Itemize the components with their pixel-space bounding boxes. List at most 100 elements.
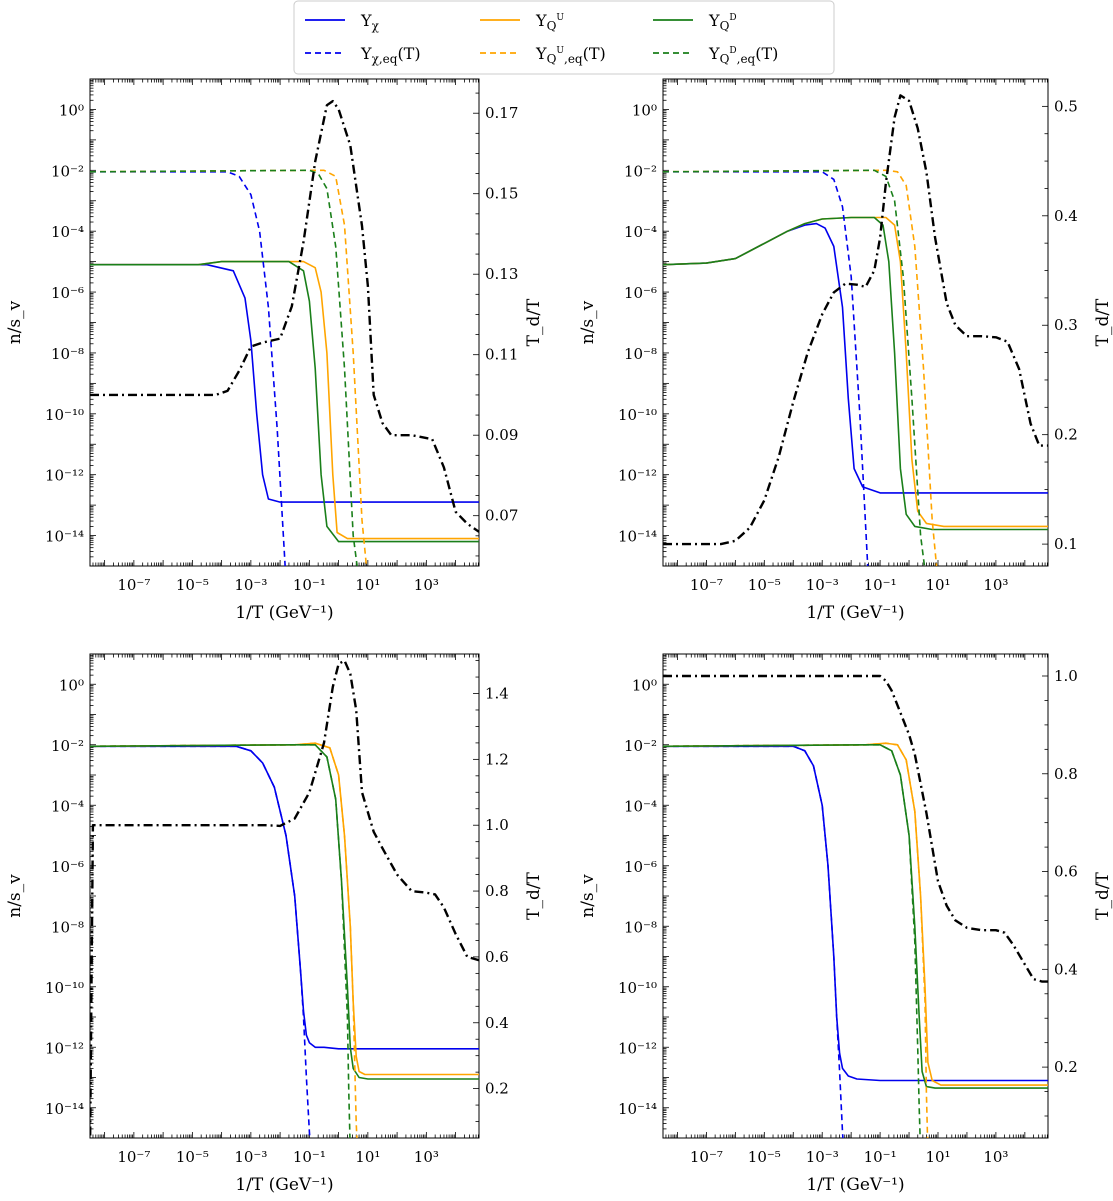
- y-tick-label: 10⁻⁴: [624, 797, 657, 815]
- y2-axis-title: T_d/T: [524, 871, 544, 919]
- y-tick-label: 10⁻¹²: [618, 1039, 657, 1057]
- plot-frame: [89, 653, 480, 1139]
- y-axis-title: n/s_v: [5, 874, 25, 918]
- x-tick-label: 10⁻¹: [864, 1148, 897, 1166]
- y-tick-label: 10⁻¹⁴: [45, 1100, 84, 1118]
- y-tick-label: 10⁻¹⁴: [618, 1100, 657, 1118]
- legend-label: YQD: [708, 11, 737, 33]
- panel-bottom-left: 10⁻⁷ 10⁻⁵ 10⁻³ 10⁻¹ 10¹ 10³ 10⁰ 10⁻² 10⁻⁴ 10⁻⁶ 10⁻…: [5, 653, 544, 1195]
- legend: Yχ YQU YQD Yχ,eq(T) YQU,eq(T) YQD,eq(T): [293, 0, 835, 75]
- y2-tick-label: 0.3: [1054, 316, 1078, 334]
- legend-item: YQD,eq(T): [653, 44, 778, 66]
- legend-item: YQU,eq(T): [480, 44, 606, 66]
- y-tick-label: 10⁻⁶: [51, 284, 84, 302]
- plot-frame: [662, 653, 1049, 1139]
- y2-tick-label: 0.17: [485, 104, 518, 122]
- y-tick-label: 10⁻⁸: [51, 918, 84, 936]
- x-axis-title: 1/T (GeV⁻¹): [235, 1175, 333, 1195]
- x-tick-label: 10⁻⁷: [117, 576, 150, 594]
- y2-tick-label: 0.8: [1054, 765, 1078, 783]
- legend-item: Yχ: [305, 11, 380, 33]
- x-tick-label: 10⁻¹: [293, 576, 326, 594]
- y2-tick-label: 0.09: [485, 426, 518, 444]
- legend-box: [293, 0, 835, 75]
- series-chi-eq-line: [90, 745, 311, 1138]
- panel-bottom-right: 10⁻⁷ 10⁻⁵ 10⁻³ 10⁻¹ 10¹ 10³ 10⁰ 10⁻² 10⁻⁴ 10⁻⁶ 10⁻…: [578, 653, 1113, 1195]
- y-tick-label: 10⁻¹²: [45, 467, 84, 485]
- plot-frame: [662, 78, 1049, 567]
- y2-tick-label: 0.2: [1054, 426, 1078, 444]
- series-chi-line: [90, 263, 479, 503]
- y-tick-label: 10⁻⁸: [51, 345, 84, 363]
- x-tick-label: 10¹: [355, 576, 380, 594]
- panel-top-right: 10⁻⁷ 10⁻⁵ 10⁻³ 10⁻¹ 10¹ 10³ 10⁰ 10⁻² 10⁻⁴ 10⁻⁶ 10⁻…: [578, 78, 1113, 623]
- x-tick-label: 10⁻³: [806, 1148, 839, 1166]
- y-tick-label: 10⁻⁸: [624, 918, 657, 936]
- x-axis-title: 1/T (GeV⁻¹): [806, 603, 904, 623]
- x-tick-label: 10¹: [925, 1148, 950, 1166]
- y-tick-label: 10⁻⁶: [51, 858, 84, 876]
- x-tick-label: 10⁻⁵: [176, 576, 209, 594]
- x-tick-label: 10¹: [355, 1148, 380, 1166]
- y-tick-label: 10⁻¹⁴: [618, 528, 657, 546]
- y-tick-label: 10⁻⁴: [51, 797, 84, 815]
- y-axis-title: n/s_v: [578, 300, 598, 344]
- x-tick-label: 10⁻³: [234, 1148, 267, 1166]
- x-tick-label: 10³: [414, 576, 439, 594]
- y-axis-title: n/s_v: [578, 874, 598, 918]
- y2-axis-title: T_d/T: [1093, 298, 1113, 346]
- y2-tick-label: 0.07: [485, 507, 518, 525]
- y2-axis-title: T_d/T: [524, 298, 544, 346]
- series-qd-line: [90, 260, 479, 543]
- legend-label: YQU,eq(T): [535, 44, 606, 66]
- y-tick-label: 10⁻¹⁰: [45, 406, 84, 424]
- series-ratio-line: [90, 659, 479, 1138]
- y-axis-title: n/s_v: [5, 300, 25, 344]
- x-tick-label: 10⁻⁵: [748, 1148, 781, 1166]
- x-tick-label: 10⁻⁷: [690, 576, 723, 594]
- series-chi-eq-line: [663, 171, 869, 566]
- y2-tick-label: 0.6: [485, 948, 509, 966]
- x-tick-label: 10³: [983, 1148, 1008, 1166]
- legend-label: YQD,eq(T): [708, 44, 778, 66]
- y-tick-label: 10⁻²: [624, 737, 657, 755]
- y2-tick-label: 1.4: [485, 685, 509, 703]
- y-tick-label: 10⁻⁴: [624, 223, 657, 241]
- y-tick-label: 10⁰: [632, 101, 657, 119]
- y-tick-label: 10⁻¹²: [618, 467, 657, 485]
- y2-tick-label: 0.6: [1054, 863, 1078, 881]
- y-tick-label: 10⁻⁴: [51, 223, 84, 241]
- y-tick-label: 10⁻⁶: [624, 284, 657, 302]
- legend-item: YQU: [480, 11, 564, 33]
- x-tick-label: 10³: [983, 576, 1008, 594]
- legend-label: YQU: [535, 11, 564, 33]
- legend-label: Yχ: [360, 11, 380, 33]
- y-tick-label: 10⁻²: [624, 162, 657, 180]
- legend-item: Yχ,eq(T): [305, 44, 421, 66]
- series-group: [663, 94, 1048, 566]
- y2-tick-label: 0.2: [485, 1080, 509, 1098]
- y2-tick-label: 0.5: [1054, 97, 1078, 115]
- y2-tick-label: 0.13: [485, 265, 518, 283]
- series-group: [90, 659, 479, 1138]
- y2-axis-title: T_d/T: [1093, 871, 1113, 919]
- y2-tick-label: 0.8: [485, 882, 509, 900]
- x-axis-title: 1/T (GeV⁻¹): [235, 603, 333, 623]
- y-tick-label: 10⁻¹⁴: [45, 528, 84, 546]
- ticks: [663, 653, 1048, 1139]
- x-tick-label: 10⁻⁵: [748, 576, 781, 594]
- x-tick-label: 10⁻³: [806, 576, 839, 594]
- y2-tick-label: 0.1: [1054, 535, 1078, 553]
- ticks: [90, 653, 479, 1139]
- series-qd-eq-line: [90, 743, 351, 1138]
- panel-top-left: 10⁻⁷ 10⁻⁵ 10⁻³ 10⁻¹ 10¹ 10³ 10⁰ 10⁻² 10⁻⁴ 10⁻⁶ 10⁻…: [5, 78, 544, 623]
- series-qd-line: [663, 743, 1048, 1089]
- y2-tick-label: 0.2: [1054, 1058, 1078, 1076]
- series-group: [663, 674, 1048, 1138]
- y-tick-label: 10⁻⁶: [624, 858, 657, 876]
- y2-tick-label: 0.4: [485, 1014, 509, 1032]
- series-chi-eq-line: [90, 171, 286, 566]
- series-qu-eq-line: [90, 169, 368, 566]
- x-tick-label: 10⁻¹: [293, 1148, 326, 1166]
